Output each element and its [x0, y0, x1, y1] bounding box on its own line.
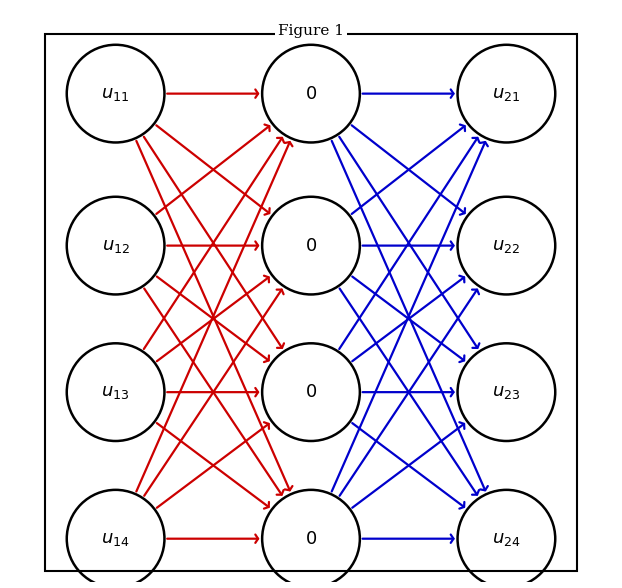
Circle shape [458, 490, 555, 587]
Text: $u_{13}$: $u_{13}$ [101, 383, 130, 401]
Circle shape [67, 45, 164, 142]
Circle shape [262, 197, 360, 295]
Circle shape [67, 197, 164, 295]
Text: $0$: $0$ [305, 530, 317, 547]
Circle shape [262, 45, 360, 142]
Circle shape [458, 343, 555, 441]
Circle shape [262, 490, 360, 587]
Text: $u_{11}$: $u_{11}$ [101, 85, 130, 103]
Text: $u_{12}$: $u_{12}$ [101, 236, 130, 255]
Circle shape [458, 45, 555, 142]
Text: $0$: $0$ [305, 236, 317, 255]
Text: $0$: $0$ [305, 383, 317, 401]
Circle shape [67, 343, 164, 441]
Circle shape [262, 343, 360, 441]
Circle shape [67, 490, 164, 587]
Text: $u_{23}$: $u_{23}$ [492, 383, 521, 401]
Text: Figure 1: Figure 1 [278, 24, 344, 38]
Text: $u_{22}$: $u_{22}$ [492, 236, 521, 255]
Text: $u_{21}$: $u_{21}$ [492, 85, 521, 103]
Text: $u_{24}$: $u_{24}$ [492, 530, 521, 547]
Circle shape [458, 197, 555, 295]
Text: $0$: $0$ [305, 85, 317, 103]
Text: $u_{14}$: $u_{14}$ [101, 530, 130, 547]
